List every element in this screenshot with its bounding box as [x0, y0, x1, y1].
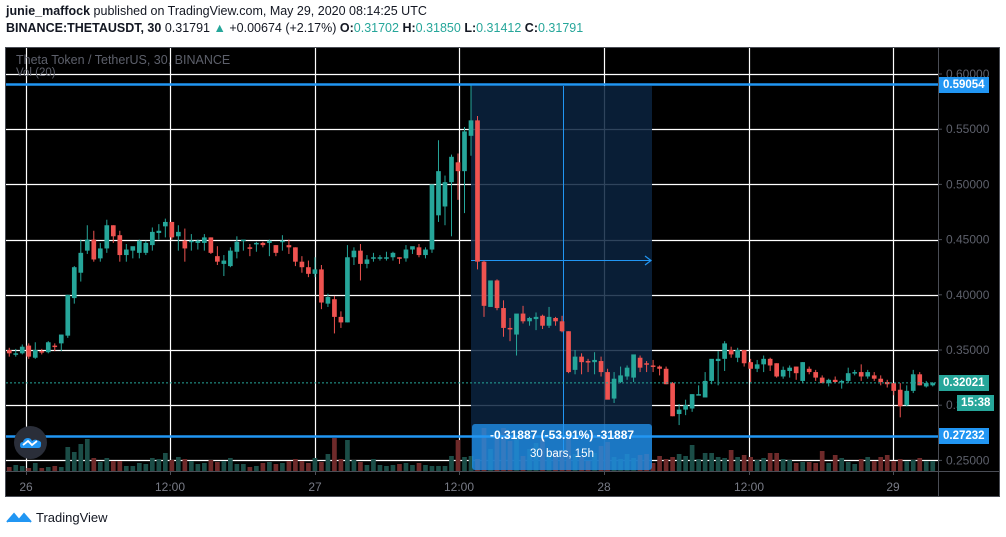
svg-text:0.55000: 0.55000: [946, 122, 990, 136]
author-name[interactable]: junie_maffock: [6, 4, 91, 18]
tradingview-brand: TradingView: [36, 509, 108, 525]
symbol-ohlc-row: BINANCE:THETAUSDT, 30 0.31791 ▲ +0.00674…: [6, 21, 583, 35]
tradingview-badge[interactable]: [14, 426, 47, 459]
measure-duration: 30 bars, 15h: [530, 448, 594, 460]
bar-countdown-label: 15:38: [957, 395, 995, 411]
svg-text:28: 28: [597, 480, 611, 494]
upper-line-price-label: 0.59054: [939, 77, 989, 93]
high-label: H:: [402, 21, 416, 35]
svg-text:12:00: 12:00: [444, 480, 474, 494]
volume-legend: Vol (20): [16, 67, 56, 79]
open-label: O:: [339, 21, 354, 35]
svg-text:0.40000: 0.40000: [946, 288, 990, 302]
symbol-label: BINANCE:THETAUSDT, 30: [6, 21, 162, 35]
up-arrow-icon: ▲: [213, 21, 226, 35]
chart-legend-title: Theta Token / TetherUS, 30, BINANCE: [16, 53, 231, 67]
svg-text:26: 26: [19, 480, 33, 494]
svg-text:0.35000: 0.35000: [946, 343, 990, 357]
close-label: C:: [524, 21, 538, 35]
tradingview-footer-logo[interactable]: TradingView: [6, 509, 108, 525]
high-value: 0.31850: [415, 21, 461, 35]
svg-text:0.25000: 0.25000: [946, 453, 990, 467]
price-change: +0.00674 (+2.17%): [229, 21, 337, 35]
open-value: 0.31702: [353, 21, 399, 35]
low-label: L:: [464, 21, 477, 35]
lower-line-price-label: 0.27232: [939, 428, 989, 444]
tradingview-cloud-icon: [19, 437, 41, 448]
svg-text:27: 27: [308, 480, 322, 494]
svg-text:0.50000: 0.50000: [946, 177, 990, 191]
current-price-label: 0.32021: [939, 375, 989, 391]
svg-text:29: 29: [886, 480, 900, 494]
svg-text:12:00: 12:00: [155, 480, 185, 494]
publish-info: junie_maffock published on TradingView.c…: [6, 4, 427, 18]
svg-text:0.45000: 0.45000: [946, 233, 990, 247]
measure-tool-box[interactable]: -0.31887 (-53.91%) -31887 30 bars, 15h: [472, 424, 652, 470]
tradingview-logo-icon: [6, 512, 32, 523]
low-value: 0.31412: [476, 21, 522, 35]
published-text: published on TradingView.com, May 29, 20…: [93, 4, 427, 18]
last-price: 0.31791: [164, 21, 211, 35]
close-value: 0.31791: [538, 21, 584, 35]
svg-text:12:00: 12:00: [734, 480, 764, 494]
measure-change: -0.31887 (-53.91%) -31887: [489, 428, 635, 442]
